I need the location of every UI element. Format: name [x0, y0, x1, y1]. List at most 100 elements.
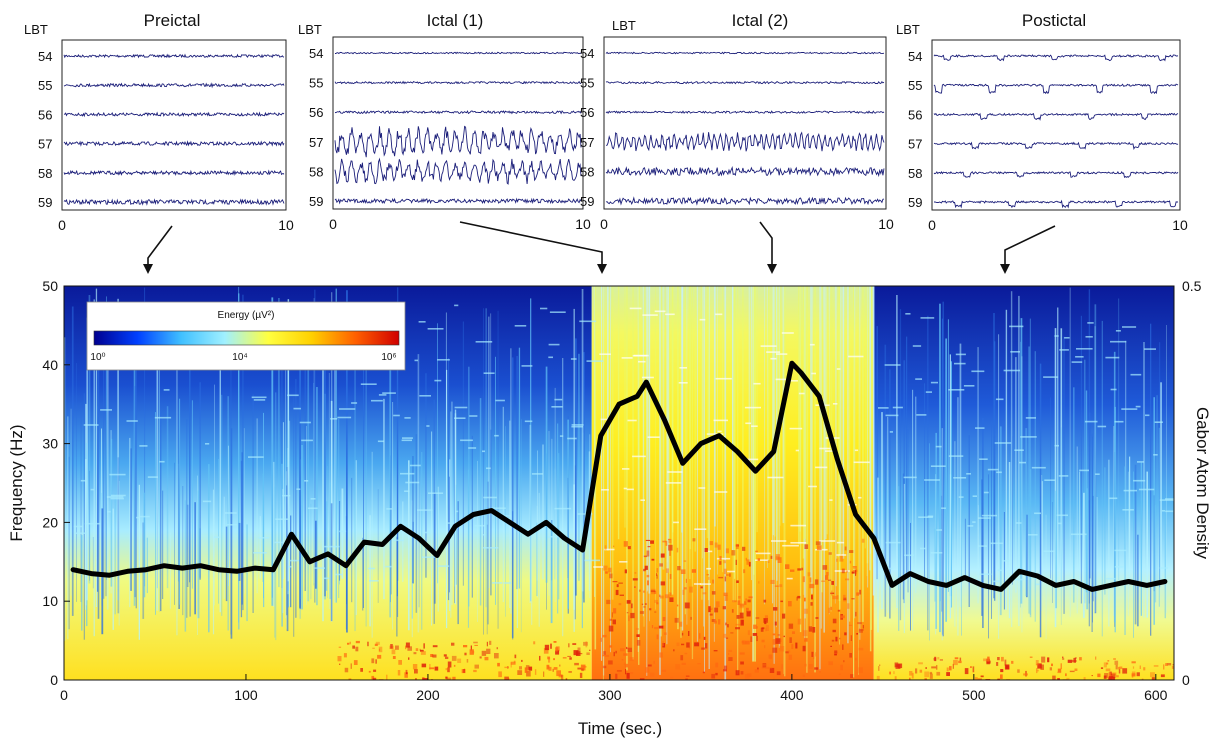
spectrogram-hot-spot — [405, 645, 407, 650]
spectrogram-speckle — [629, 307, 642, 310]
spectrogram-hot-spot — [422, 677, 425, 680]
spectrogram-streak — [772, 286, 774, 535]
spectrogram-speckle — [369, 580, 379, 582]
spectrogram-speckle — [948, 389, 965, 391]
spectrogram-hot-spot — [832, 618, 837, 624]
spectrogram-speckle — [437, 565, 450, 567]
spectrogram-hot-spot — [844, 546, 847, 551]
spectrogram-hot-spot — [755, 617, 760, 619]
spectrogram-hot-spot — [809, 577, 812, 583]
spectrogram-streak — [221, 394, 223, 616]
spectrogram-speckle — [367, 567, 375, 570]
spectrogram-speckle — [428, 492, 444, 494]
spectrogram-speckle — [337, 416, 352, 419]
spectrogram-speckle — [1161, 510, 1165, 512]
eeg-trace — [334, 157, 582, 185]
spectrogram-streak — [753, 286, 755, 575]
spectrogram-streak — [243, 428, 245, 594]
spectrogram-hot-spot — [659, 594, 661, 598]
spectrogram-hot-spot — [662, 540, 667, 543]
spectrogram-hot-spot — [725, 574, 729, 576]
spectrogram-hot-spot — [706, 574, 709, 576]
spectrogram-streak — [819, 286, 821, 671]
spectrogram-hot-spot — [804, 608, 808, 614]
spectrogram-streak — [799, 286, 802, 633]
spectrogram-hot-spot — [412, 664, 418, 670]
spectrogram-streak — [666, 286, 668, 645]
spectrogram-streak — [162, 490, 164, 599]
spectrogram-hot-spot — [931, 666, 937, 669]
spectrogram-hot-spot — [1113, 658, 1116, 660]
spectrogram-speckle — [540, 307, 548, 310]
spectrogram-hot-spot — [745, 598, 747, 601]
spectrogram-streak — [899, 309, 902, 621]
spectrogram-hot-spot — [764, 645, 766, 649]
spectrogram-hot-spot — [378, 648, 381, 652]
spectrogram-speckle — [770, 357, 777, 360]
eeg-trace — [63, 53, 285, 59]
spectrogram-streak — [293, 397, 295, 637]
spectrogram-hot-spot — [876, 675, 880, 680]
spectrogram-speckle — [1020, 436, 1037, 438]
spectrogram-streak — [1108, 459, 1110, 627]
spectrogram-hot-spot — [669, 550, 671, 556]
spectrogram-speckle — [987, 468, 999, 471]
panel-xtick: 0 — [928, 217, 936, 233]
spectrogram-streak — [545, 366, 548, 583]
spectrogram-hot-spot — [656, 573, 657, 576]
spectrogram-hot-spot — [521, 659, 523, 662]
spectrogram-speckle — [1054, 335, 1059, 337]
spectrogram-speckle — [307, 507, 318, 510]
spectrogram-hot-spot — [837, 595, 839, 600]
spectrogram-speckle — [782, 544, 799, 547]
spectrogram-streak — [263, 495, 265, 608]
spectrogram-speckle — [953, 477, 967, 479]
spectrogram-speckle — [920, 317, 935, 319]
spectrogram-hot-spot — [553, 641, 557, 643]
eeg-trace — [933, 54, 1179, 62]
panel-frame — [603, 36, 887, 210]
spectrogram-speckle — [819, 540, 836, 542]
spectrogram-streak — [681, 286, 683, 533]
spectrogram-streak — [1010, 291, 1013, 627]
spectrogram-hot-spot — [688, 631, 690, 636]
spectrogram-hot-spot — [1001, 656, 1004, 662]
spectrogram-streak — [1026, 514, 1028, 598]
spectrogram-hot-spot — [808, 664, 813, 669]
spectrogram-speckle — [301, 439, 313, 442]
spectrogram-hot-spot — [1036, 668, 1038, 674]
spectrogram-speckle — [990, 542, 1004, 545]
spectrogram-streak — [906, 336, 908, 579]
spectrogram-streak — [144, 287, 146, 587]
spectrogram-hot-spot — [858, 628, 860, 632]
spectrogram-streak — [961, 490, 962, 636]
spectrogram-streak — [998, 334, 1000, 639]
spectrogram-streak — [219, 319, 221, 613]
spectrogram-speckle — [404, 417, 411, 419]
spectrogram-hot-spot — [915, 668, 918, 674]
spectrogram-streak — [486, 524, 488, 635]
spectrogram-streak — [186, 504, 189, 587]
spectrogram-hot-spot — [676, 547, 679, 553]
spectrogram-speckle — [1085, 336, 1093, 338]
spectrogram-hot-spot — [802, 576, 805, 583]
spectrogram-hot-spot — [702, 671, 705, 674]
spectrogram-speckle — [930, 552, 943, 554]
spectrogram-streak — [174, 462, 175, 605]
spectrogram-hot-spot — [909, 677, 911, 680]
spectrogram-streak — [1150, 323, 1152, 636]
spectrogram-hot-spot — [776, 671, 781, 676]
y-tick-label: 50 — [42, 278, 58, 294]
spectrogram-speckle — [912, 345, 922, 347]
spectrogram-speckle — [600, 418, 609, 421]
spectrogram-speckle — [1110, 388, 1117, 391]
spectrogram-hot-spot — [850, 674, 854, 678]
spectrogram-hot-spot — [858, 629, 863, 633]
spectrogram-streak — [495, 356, 496, 605]
spectrogram-speckle — [227, 524, 238, 526]
spectrogram-speckle — [1009, 325, 1024, 328]
spectrogram-hot-spot — [1108, 672, 1112, 678]
spectrogram-hot-spot — [708, 576, 710, 580]
spectrogram-speckle — [251, 396, 267, 399]
spectrogram-hot-spot — [760, 627, 764, 632]
